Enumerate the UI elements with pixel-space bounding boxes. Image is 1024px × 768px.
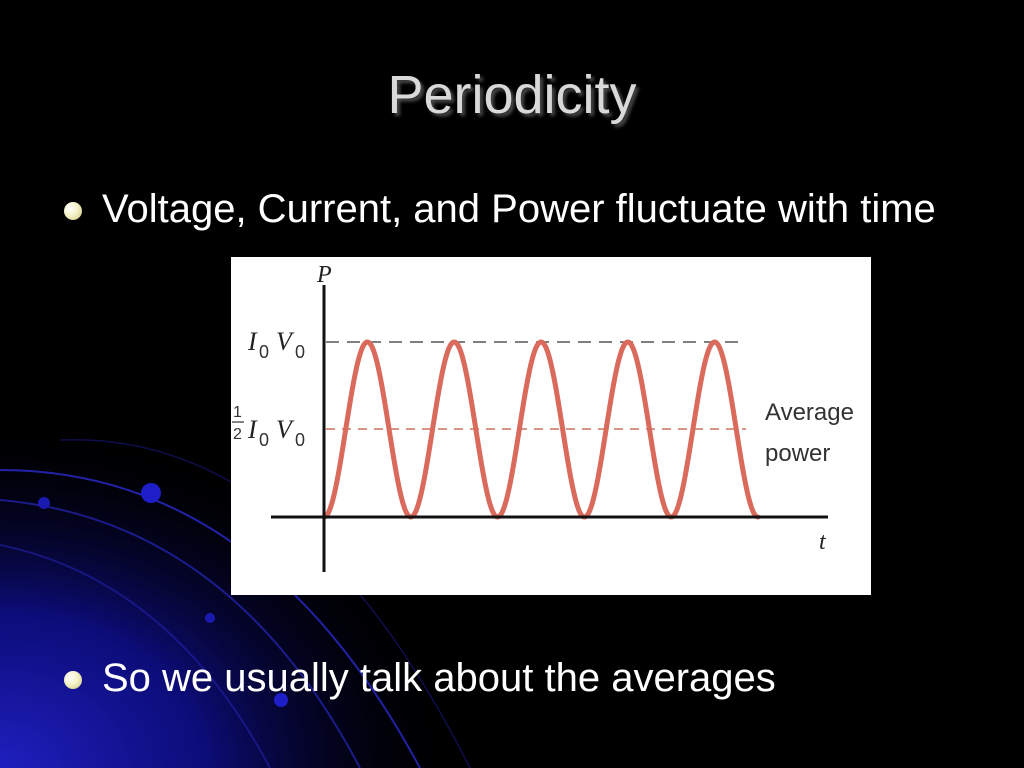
- svg-text:1: 1: [233, 404, 242, 421]
- peak-label: I 0 V 0: [247, 327, 305, 362]
- power-graph-figure: P t I 0 V 0 1 2 I 0 V 0 Average power: [231, 257, 871, 595]
- svg-text:V: V: [276, 327, 295, 356]
- svg-text:0: 0: [295, 342, 305, 362]
- svg-text:I: I: [247, 415, 258, 444]
- x-axis-label: t: [819, 529, 827, 555]
- bullet-dot-icon: [64, 671, 82, 689]
- svg-text:2: 2: [233, 426, 242, 443]
- svg-text:I: I: [247, 327, 258, 356]
- bullet-text: Voltage, Current, and Power fluctuate wi…: [102, 187, 936, 231]
- slide-title: Periodicity: [387, 65, 637, 125]
- bullet-item: Voltage, Current, and Power fluctuate wi…: [62, 186, 962, 233]
- power-graph: P t I 0 V 0 1 2 I 0 V 0 Average power: [232, 262, 854, 572]
- svg-text:V: V: [276, 415, 295, 444]
- bullet-text: So we usually talk about the averages: [102, 656, 776, 700]
- bullet-dot-icon: [64, 202, 82, 220]
- svg-text:0: 0: [295, 430, 305, 450]
- y-axis-label: P: [316, 262, 332, 288]
- average-power-annotation-line2: power: [765, 440, 830, 467]
- power-curve: [321, 339, 761, 520]
- svg-text:0: 0: [259, 342, 269, 362]
- bullet-item: So we usually talk about the averages: [62, 655, 962, 702]
- svg-text:0: 0: [259, 430, 269, 450]
- average-power-annotation-line1: Average: [765, 399, 854, 426]
- average-label: 1 2 I 0 V 0: [232, 404, 305, 450]
